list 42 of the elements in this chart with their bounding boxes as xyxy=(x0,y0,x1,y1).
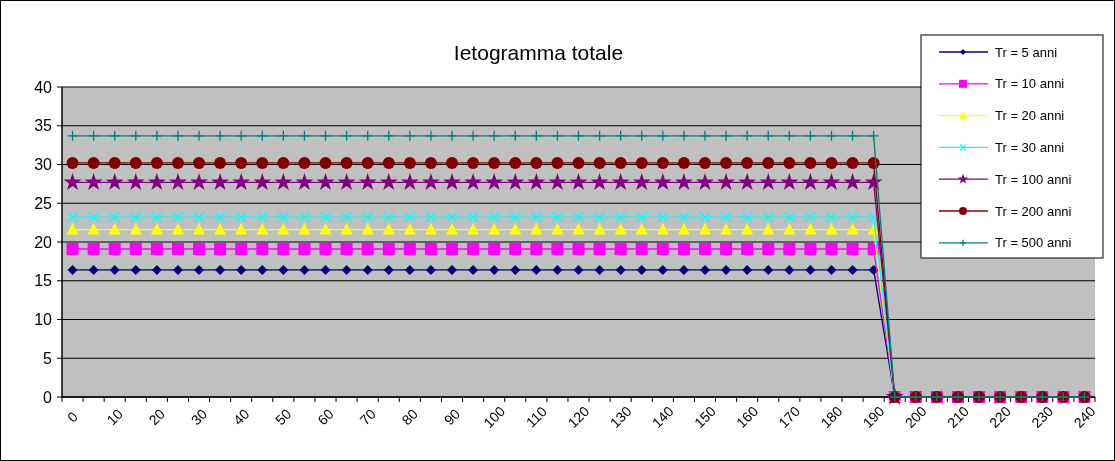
y-tick-label: 20 xyxy=(34,233,53,251)
legend-label: Tr = 30 anni xyxy=(995,139,1065,155)
x-tick-label: 80 xyxy=(398,405,422,429)
legend-label: Tr = 500 anni xyxy=(995,235,1072,251)
x-tick-label: 220 xyxy=(986,402,1015,431)
x-tick-label: 190 xyxy=(859,402,888,431)
x-tick-label: 240 xyxy=(1070,402,1099,431)
y-tick-label: 15 xyxy=(34,272,53,290)
x-tick-label: 140 xyxy=(648,402,677,431)
x-tick-label: 90 xyxy=(440,405,464,429)
legend-label: Tr = 5 anni xyxy=(995,44,1058,60)
x-tick-label: 100 xyxy=(480,402,509,431)
x-tick-label: 110 xyxy=(522,403,550,431)
y-tick-label: 0 xyxy=(43,388,53,406)
x-tick-label: 120 xyxy=(564,402,593,431)
x-tick-label: 160 xyxy=(733,402,762,431)
x-tick-label: 30 xyxy=(187,405,211,429)
y-tick-label: 5 xyxy=(43,349,53,367)
chart-title: Ietogramma totale xyxy=(453,41,624,64)
y-tick-label: 10 xyxy=(34,311,53,329)
y-tick-label: 25 xyxy=(34,194,53,212)
y-tick-label: 40 xyxy=(34,78,53,96)
x-tick-label: 40 xyxy=(229,405,253,429)
x-tick-label: 150 xyxy=(691,402,719,431)
legend-label: Tr = 200 anni xyxy=(995,203,1072,219)
x-tick-label: 70 xyxy=(356,405,379,429)
x-tick-label: 50 xyxy=(272,405,295,429)
y-tick-label: 30 xyxy=(34,156,53,174)
legend-label: Tr = 20 anni xyxy=(995,108,1065,124)
x-tick-label: 230 xyxy=(1028,402,1057,431)
legend-label: Tr = 100 anni xyxy=(995,171,1072,187)
x-tick-label: 200 xyxy=(901,402,930,431)
x-tick-label: 170 xyxy=(775,402,804,431)
x-tick-label: 210 xyxy=(943,402,972,431)
legend-label: Tr = 10 anni xyxy=(995,76,1065,92)
x-tick-label: 60 xyxy=(314,405,337,429)
x-tick-label: 0 xyxy=(64,408,82,426)
x-tick-label: 20 xyxy=(145,405,169,429)
x-tick-label: 130 xyxy=(606,402,635,431)
x-tick-label: 10 xyxy=(103,405,126,429)
y-tick-label: 35 xyxy=(34,117,53,135)
x-tick-label: 180 xyxy=(817,402,846,431)
